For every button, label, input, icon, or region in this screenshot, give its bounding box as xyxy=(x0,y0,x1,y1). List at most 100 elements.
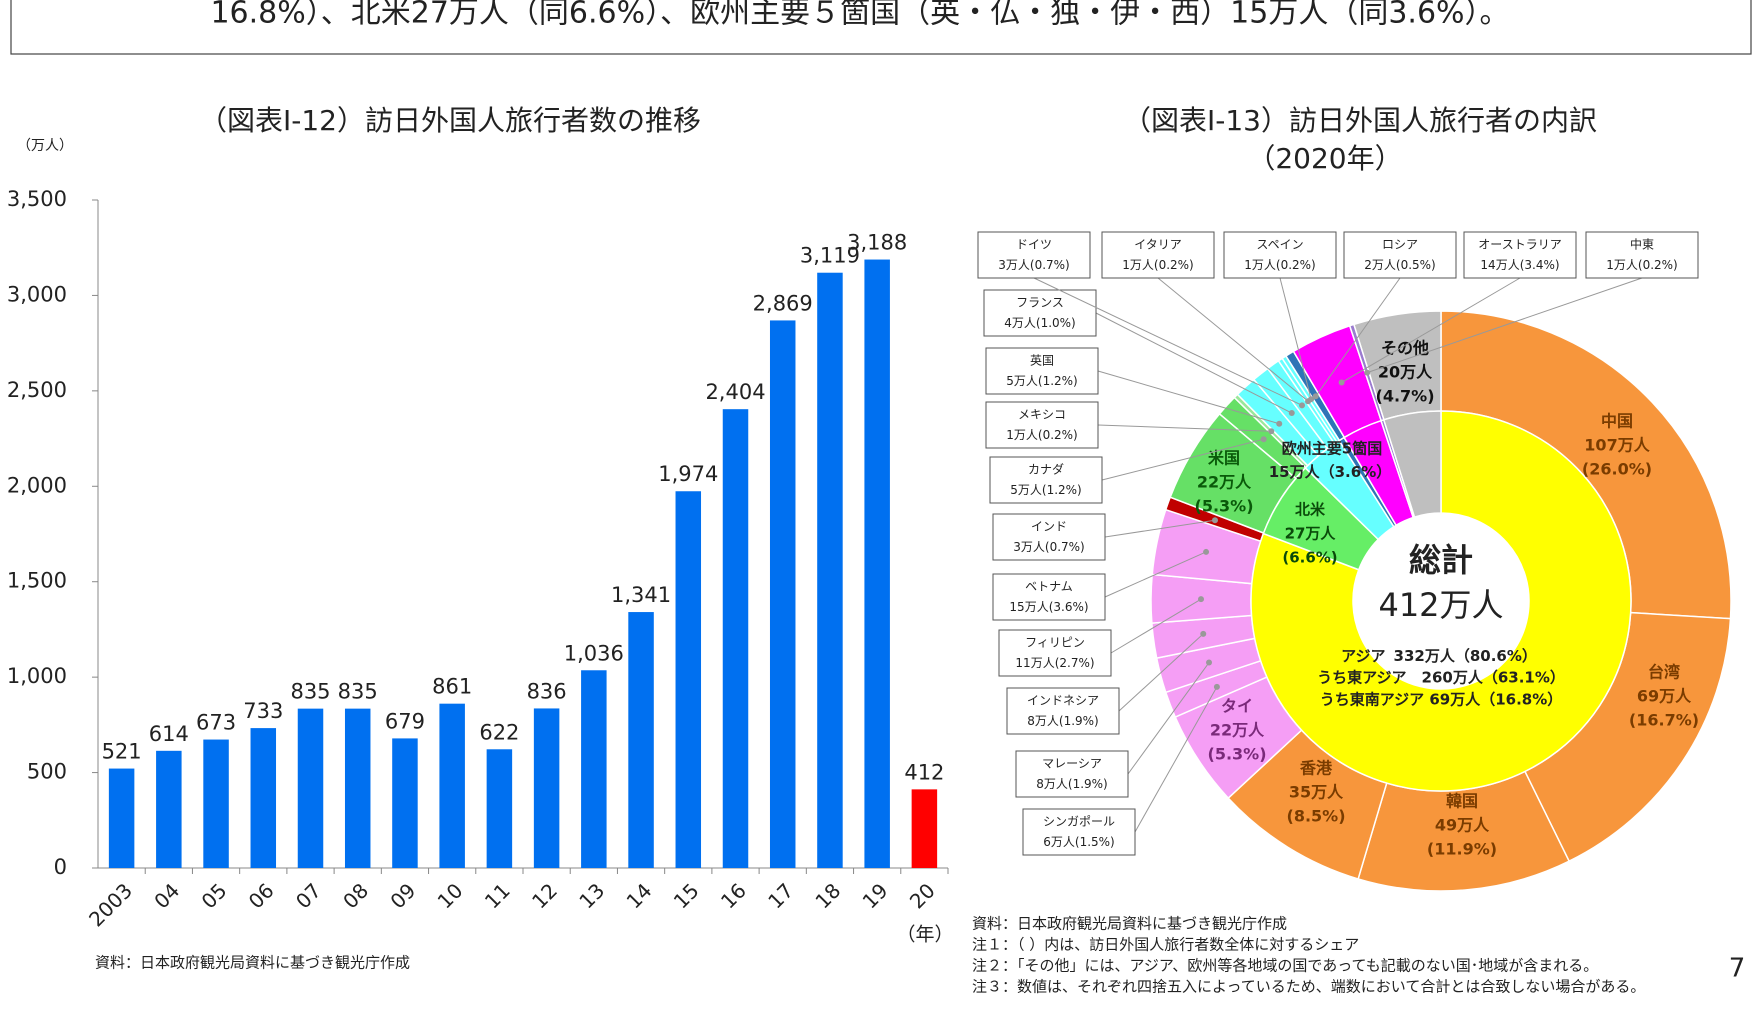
label-box xyxy=(1223,231,1337,279)
x-unit: （年） xyxy=(896,924,953,946)
box-value: 1万人(0.2%) xyxy=(1244,258,1316,272)
box-label: メキシコ xyxy=(1018,408,1066,422)
segment-label: 中国 xyxy=(1601,412,1633,431)
leader-line xyxy=(1104,551,1207,598)
value-label: 835 xyxy=(290,680,330,704)
segment-label: その他 xyxy=(1381,339,1429,358)
x-tick-label: 16 xyxy=(716,878,751,913)
leader-line xyxy=(1097,424,1272,432)
segment-label: 22万人 xyxy=(1197,473,1252,492)
region-label-part: （80.6%） xyxy=(1455,647,1537,665)
box-value-part: (0.2%) xyxy=(1154,258,1194,272)
box-value-part: (1.2%) xyxy=(1038,374,1078,388)
box-value-part: (1.2%) xyxy=(1042,483,1082,497)
box-value-part: 1万人 xyxy=(1606,258,1638,272)
leader-line xyxy=(1033,277,1303,406)
box-value-part: 5万人 xyxy=(1006,374,1038,388)
box-label: 中東 xyxy=(1630,237,1654,252)
y-tick-label: 500 xyxy=(27,760,67,784)
segment-label: 20万人 xyxy=(1378,363,1433,382)
label-box xyxy=(1343,231,1457,279)
leader-line xyxy=(1127,662,1210,775)
bar xyxy=(250,728,277,868)
bar xyxy=(675,491,702,868)
label-box xyxy=(983,289,1097,337)
leader-dot xyxy=(1288,410,1295,417)
box-value-part: 15万人 xyxy=(1009,600,1048,614)
leader-line xyxy=(1315,277,1401,397)
box-label: マレーシア xyxy=(1042,757,1102,771)
box-value-part: (3.6%) xyxy=(1049,600,1089,614)
x-tick-label: 06 xyxy=(244,878,279,913)
region-label-part: アジア xyxy=(1341,647,1385,665)
segment-label: 69万人 xyxy=(1637,687,1692,706)
bar xyxy=(486,749,513,868)
box-value: 3万人(0.7%) xyxy=(998,258,1070,272)
box-value-part: 6万人 xyxy=(1043,835,1075,849)
leader-line xyxy=(1095,312,1292,414)
value-label: 673 xyxy=(196,711,236,735)
segment-label: 台湾 xyxy=(1648,663,1680,682)
box-value: 15万人(3.6%) xyxy=(1009,600,1088,614)
x-tick-label: 17 xyxy=(763,878,798,913)
x-tick-label: 12 xyxy=(527,878,562,913)
center-title: 総計 xyxy=(1409,541,1473,579)
box-value-part: (0.7%) xyxy=(1030,258,1070,272)
segment-label: 香港 xyxy=(1299,759,1333,778)
box-value-part: 1万人 xyxy=(1006,428,1038,442)
bar xyxy=(297,708,324,868)
bar xyxy=(581,670,607,868)
value-label: 679 xyxy=(385,709,425,733)
x-tick-label: 15 xyxy=(669,878,704,913)
box-value: 11万人(2.7%) xyxy=(1015,656,1094,670)
value-label: 733 xyxy=(243,699,283,723)
leader-dot xyxy=(1200,630,1207,637)
leader-dot xyxy=(1364,369,1371,376)
leader-line xyxy=(1110,598,1202,654)
region-value-part: 15万人 xyxy=(1269,463,1321,481)
box-value: 5万人(1.2%) xyxy=(1006,374,1078,388)
label-box xyxy=(1463,231,1577,279)
box-value: 1万人(0.2%) xyxy=(1122,258,1194,272)
leader-dot xyxy=(1198,596,1205,603)
leader-line xyxy=(1367,277,1643,374)
box-value: 8万人(1.9%) xyxy=(1036,777,1108,791)
chart-title: （図表Ⅰ-12）訪日外国人旅行者数の推移 xyxy=(199,104,701,137)
region-value: 15万人（3.6%） xyxy=(1269,463,1391,481)
label-box xyxy=(998,629,1112,677)
center-label: 412万人 xyxy=(1378,586,1503,624)
chart-subtitle: （2020年） xyxy=(1247,142,1402,175)
bar xyxy=(203,739,229,868)
bar xyxy=(108,768,135,868)
bar xyxy=(722,409,749,868)
y-tick-label: 2,000 xyxy=(7,473,67,497)
box-value-part: (2.7%) xyxy=(1055,656,1095,670)
x-tick-label: 09 xyxy=(385,878,420,913)
value-label: 622 xyxy=(479,720,519,744)
y-tick-label: 2,500 xyxy=(7,378,67,402)
segment-label: タイ xyxy=(1221,697,1253,716)
box-value-part: 11万人 xyxy=(1015,656,1054,670)
box-value-part: 14万人 xyxy=(1480,258,1519,272)
x-tick-label: 2003 xyxy=(84,878,137,931)
box-value-part: (0.5%) xyxy=(1396,258,1436,272)
label-box xyxy=(1585,231,1699,279)
segment-label: 35万人 xyxy=(1289,783,1344,802)
segment-label: (11.9%) xyxy=(1427,840,1497,859)
box-label: ベトナム xyxy=(1025,580,1073,594)
leader-line xyxy=(1104,519,1216,538)
label-box xyxy=(985,401,1099,449)
box-value-part: 8万人 xyxy=(1027,714,1059,728)
value-label: 521 xyxy=(102,740,142,764)
chart-title: （図表Ⅰ-13）訪日外国人旅行者の内訳 xyxy=(1123,104,1597,137)
label-box xyxy=(1022,808,1136,856)
box-value: 2万人(0.5%) xyxy=(1364,258,1436,272)
leader-dot xyxy=(1268,428,1275,435)
label-box xyxy=(992,513,1106,561)
x-tick-label: 18 xyxy=(810,878,845,913)
box-value-part: (3.4%) xyxy=(1520,258,1560,272)
asia-breakdown: うち東南アジア 69万人（16.8%） xyxy=(1320,691,1563,709)
value-label: 836 xyxy=(527,679,567,703)
inner-segment xyxy=(1250,410,1632,792)
